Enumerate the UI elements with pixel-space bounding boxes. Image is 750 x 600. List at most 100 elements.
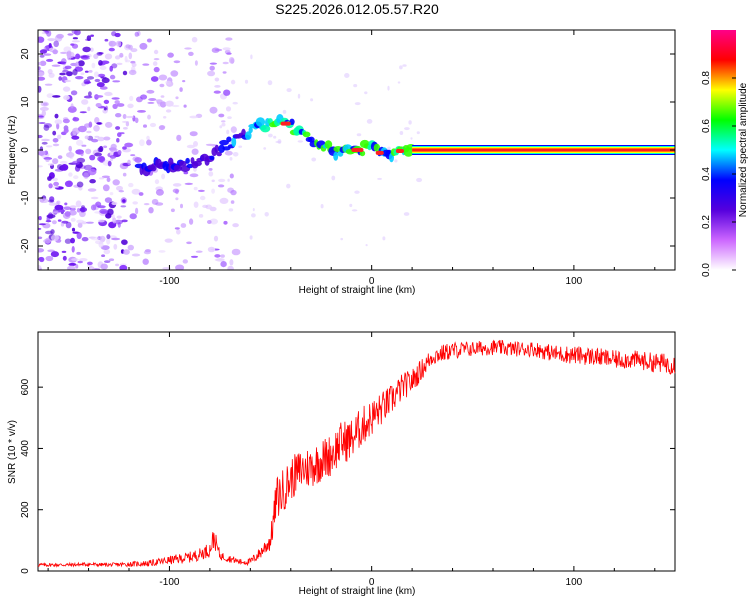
spectrogram-noise-blob xyxy=(131,188,141,195)
spectrogram-noise-blob xyxy=(146,139,152,146)
spectrogram-noise-blob xyxy=(67,33,74,36)
spectrogram-noise-blob xyxy=(115,40,122,47)
spectrogram-noise-blob xyxy=(171,104,180,108)
spectrogram-noise-blob xyxy=(99,86,108,90)
spectrogram-x-tick-label: 0 xyxy=(369,276,375,287)
spectrogram-noise-blob xyxy=(112,80,121,83)
spectrogram-noise-blob xyxy=(191,36,198,43)
spectrogram-ridge-blob xyxy=(214,144,220,153)
spectrogram-noise-blob xyxy=(64,180,73,187)
spectrogram-noise-blob xyxy=(232,223,239,228)
spectrogram-noise-blob xyxy=(114,100,120,105)
spectrogram-noise-blob xyxy=(120,205,127,208)
spectrogram-noise-blob xyxy=(100,263,108,270)
spectrogram-noise-blob xyxy=(211,179,215,183)
spectrogram-noise-blob xyxy=(404,127,410,131)
spectrogram-noise-blob xyxy=(118,190,125,193)
spectrogram-noise-blob xyxy=(67,106,77,113)
spectrogram-noise-blob xyxy=(365,244,368,247)
spectrogram-noise-blob xyxy=(76,139,84,146)
spectrogram-ridge-blob xyxy=(333,151,339,161)
spectrogram-noise-blob xyxy=(111,63,118,69)
spectrogram-noise-blob xyxy=(297,140,303,143)
spectrogram-noise-blob xyxy=(104,260,111,263)
spectrogram-ridge-blob xyxy=(231,137,237,147)
spectrogram-noise-blob xyxy=(189,115,199,119)
spectrogram-noise-blob xyxy=(76,181,84,188)
spectrogram-peak-segment xyxy=(280,121,291,126)
spectrogram-noise-blob xyxy=(119,263,127,266)
spectrogram-noise-blob xyxy=(87,106,91,112)
spectrogram-noise-blob xyxy=(45,237,51,244)
spectrogram-noise-blob xyxy=(122,70,128,76)
spectrogram-noise-blob xyxy=(75,264,79,269)
spectrogram-y-tick-label: 10 xyxy=(20,96,31,108)
spectrogram-noise-blob xyxy=(38,62,41,66)
spectrogram-noise-blob xyxy=(77,260,83,264)
spectrogram-noise-blob xyxy=(56,200,61,205)
spectrogram-noise-blob xyxy=(112,217,117,224)
spectrogram-noise-blob xyxy=(38,236,43,240)
spectrogram-noise-blob xyxy=(106,234,111,240)
spectrogram-noise-blob xyxy=(113,243,118,250)
spectrogram-noise-blob xyxy=(124,142,133,148)
spectrogram-noise-blob xyxy=(225,37,233,41)
spectrogram-noise-blob xyxy=(95,201,102,208)
spectrogram-noise-blob xyxy=(158,250,166,253)
spectrogram-noise-blob xyxy=(150,76,159,82)
spectrogram-noise-blob xyxy=(45,230,53,235)
spectrogram-noise-blob xyxy=(122,199,126,203)
spectrogram-noise-blob xyxy=(139,139,145,147)
spectrogram-noise-blob xyxy=(60,222,65,227)
spectrogram-noise-blob xyxy=(353,84,358,88)
spectrogram-noise-blob xyxy=(229,259,234,266)
spectrogram-noise-blob xyxy=(89,154,96,161)
spectrogram-noise-blob xyxy=(62,69,69,73)
spectrogram-noise-blob xyxy=(108,47,115,52)
spectrogram-noise-blob xyxy=(130,154,136,157)
spectrogram-noise-blob xyxy=(87,188,97,192)
spectrogram-noise-blob xyxy=(228,57,235,64)
spectrogram-noise-blob xyxy=(82,46,91,53)
spectrogram-noise-blob xyxy=(364,91,368,95)
spectrogram-noise-blob xyxy=(209,106,218,114)
spectrogram-noise-blob xyxy=(52,158,59,165)
spectrogram-noise-blob xyxy=(63,95,70,101)
spectrogram-noise-blob xyxy=(39,60,47,66)
spectrogram-noise-blob xyxy=(48,202,58,206)
spectrogram-noise-blob xyxy=(52,95,61,98)
spectrogram-noise-blob xyxy=(146,135,150,141)
spectrogram-noise-blob xyxy=(186,144,195,149)
spectrogram-noise-blob xyxy=(232,152,239,157)
spectrogram-noise-blob xyxy=(48,43,52,49)
spectrogram-noise-blob xyxy=(134,31,139,37)
spectrogram-noise-blob xyxy=(46,30,52,37)
spectrogram-noise-blob xyxy=(153,49,159,55)
spectrogram-noise-blob xyxy=(96,122,102,125)
spectrogram-noise-blob xyxy=(127,244,134,251)
spectrogram-noise-blob xyxy=(238,145,243,148)
spectrogram-noise-blob xyxy=(80,72,85,75)
spectrogram-noise-blob xyxy=(81,144,87,147)
spectrogram-ridge-blob xyxy=(219,139,229,146)
spectrogram-noise-blob xyxy=(101,254,106,257)
spectrogram-noise-blob xyxy=(47,163,55,166)
spectrogram-noise-blob xyxy=(100,76,107,79)
spectrogram-noise-blob xyxy=(105,121,113,128)
spectrogram-noise-blob xyxy=(172,188,180,193)
spectrogram-noise-blob xyxy=(176,229,181,235)
spectrogram-noise-blob xyxy=(91,62,96,69)
spectrogram-noise-blob xyxy=(100,60,110,65)
spectrogram-noise-blob xyxy=(126,59,131,63)
snr-x-label: Height of straight line (km) xyxy=(299,586,416,597)
spectrogram-noise-blob xyxy=(207,246,216,253)
spectrogram-noise-blob xyxy=(208,144,218,147)
spectrogram-noise-blob xyxy=(103,99,110,104)
spectrogram-noise-blob xyxy=(183,171,189,175)
spectrogram-noise-blob xyxy=(191,148,199,155)
spectrogram-noise-blob xyxy=(152,61,158,66)
spectrogram-peak-segment xyxy=(351,148,364,152)
spectrogram-noise-blob xyxy=(219,197,229,204)
spectrogram-noise-blob xyxy=(158,125,165,131)
spectrogram-noise-blob xyxy=(108,258,115,262)
